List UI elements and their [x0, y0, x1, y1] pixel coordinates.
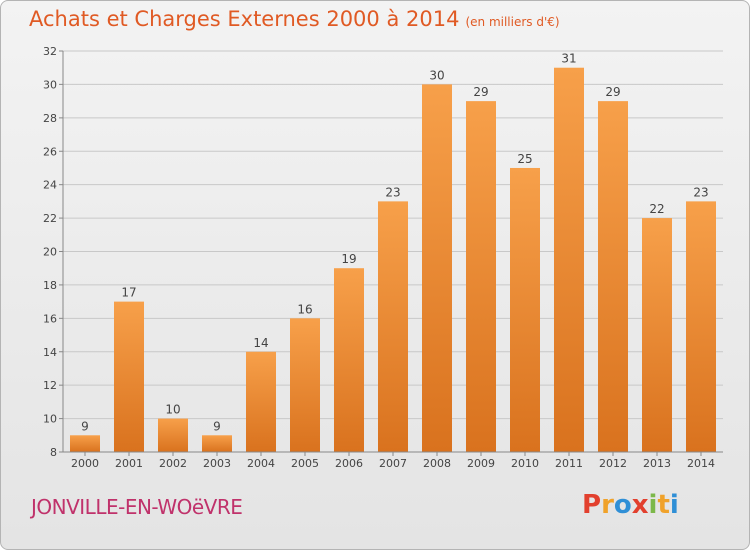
logo-letter: t — [657, 490, 670, 520]
x-tick-label: 2011 — [555, 457, 583, 470]
bar-value-label: 14 — [253, 336, 268, 350]
proxiti-logo: Proxiti — [582, 490, 679, 520]
x-tick-label: 2009 — [467, 457, 495, 470]
x-tick-label: 2003 — [203, 457, 231, 470]
x-tick-label: 2014 — [687, 457, 715, 470]
axes: 8 10 12 14 16 18 20 22 24 26 28 30 32 2000 2001 2002 200… — [43, 45, 723, 470]
title-text: Achats et Charges Externes 2000 à 2014 — [29, 7, 460, 31]
y-tick-label: 22 — [43, 212, 57, 225]
x-tick-label: 2002 — [159, 457, 187, 470]
logo-letter: o — [613, 490, 632, 520]
x-tick-label: 2007 — [379, 457, 407, 470]
bar — [422, 84, 452, 453]
bar — [466, 101, 496, 452]
bar-value-label: 22 — [649, 202, 664, 216]
x-tick-label: 2001 — [115, 457, 143, 470]
unit-label: (en milliers d'€) — [465, 15, 560, 29]
x-tick-label: 2004 — [247, 457, 275, 470]
chart-title: Achats et Charges Externes 2000 à 2014 (e… — [29, 7, 560, 31]
bars: 9 17 10 9 14 16 19 23 30 29 25 31 29 22 23 — [70, 52, 716, 453]
logo-letter: r — [601, 490, 614, 520]
bar — [202, 435, 232, 452]
bar-value-label: 25 — [517, 152, 532, 166]
bar — [554, 67, 584, 452]
x-tick-label: 2006 — [335, 457, 363, 470]
bar — [70, 435, 100, 452]
y-tick-label: 32 — [43, 45, 57, 58]
y-tick-label: 28 — [43, 112, 57, 125]
logo-letter: P — [582, 490, 602, 520]
bar — [114, 301, 144, 452]
y-tick-label: 10 — [43, 413, 57, 426]
y-tick-label: 26 — [43, 145, 57, 158]
y-tick-label: 16 — [43, 312, 57, 325]
x-tick-label: 2005 — [291, 457, 319, 470]
bar — [334, 268, 364, 452]
bar-value-label: 29 — [473, 85, 488, 99]
y-tick-label: 20 — [43, 246, 57, 259]
bar — [158, 418, 188, 452]
logo-letter: x — [631, 490, 649, 520]
bar-value-label: 17 — [121, 286, 136, 300]
bar — [246, 351, 276, 452]
bar-value-label: 30 — [429, 68, 444, 82]
y-tick-label: 12 — [43, 379, 57, 392]
y-tick-label: 8 — [50, 446, 57, 459]
bar — [598, 101, 628, 452]
x-tick-label: 2008 — [423, 457, 451, 470]
x-tick-label: 2012 — [599, 457, 627, 470]
bar-value-label: 23 — [385, 185, 400, 199]
y-tick-label: 18 — [43, 279, 57, 292]
x-tick-label: 2013 — [643, 457, 671, 470]
bar-value-label: 29 — [605, 85, 620, 99]
bar — [642, 218, 672, 452]
x-tick-label: 2000 — [71, 457, 99, 470]
bar-value-label: 9 — [81, 419, 89, 433]
y-tick-label: 14 — [43, 346, 57, 359]
bar-value-label: 19 — [341, 252, 356, 266]
y-tick-label: 24 — [43, 179, 57, 192]
bar — [686, 201, 716, 452]
bar — [378, 201, 408, 452]
bar-value-label: 9 — [213, 419, 221, 433]
logo-letter: i — [648, 490, 658, 520]
y-tick-label: 30 — [43, 78, 57, 91]
bar — [290, 318, 320, 452]
bar-value-label: 16 — [297, 302, 312, 316]
bar-value-label: 10 — [165, 403, 180, 417]
bar-value-label: 31 — [561, 52, 576, 66]
x-tick-label: 2010 — [511, 457, 539, 470]
bar — [510, 167, 540, 453]
commune-name: JONVILLE-EN-WOëVRE — [31, 495, 243, 519]
logo-letter: i — [669, 490, 679, 520]
bar-value-label: 23 — [693, 185, 708, 199]
